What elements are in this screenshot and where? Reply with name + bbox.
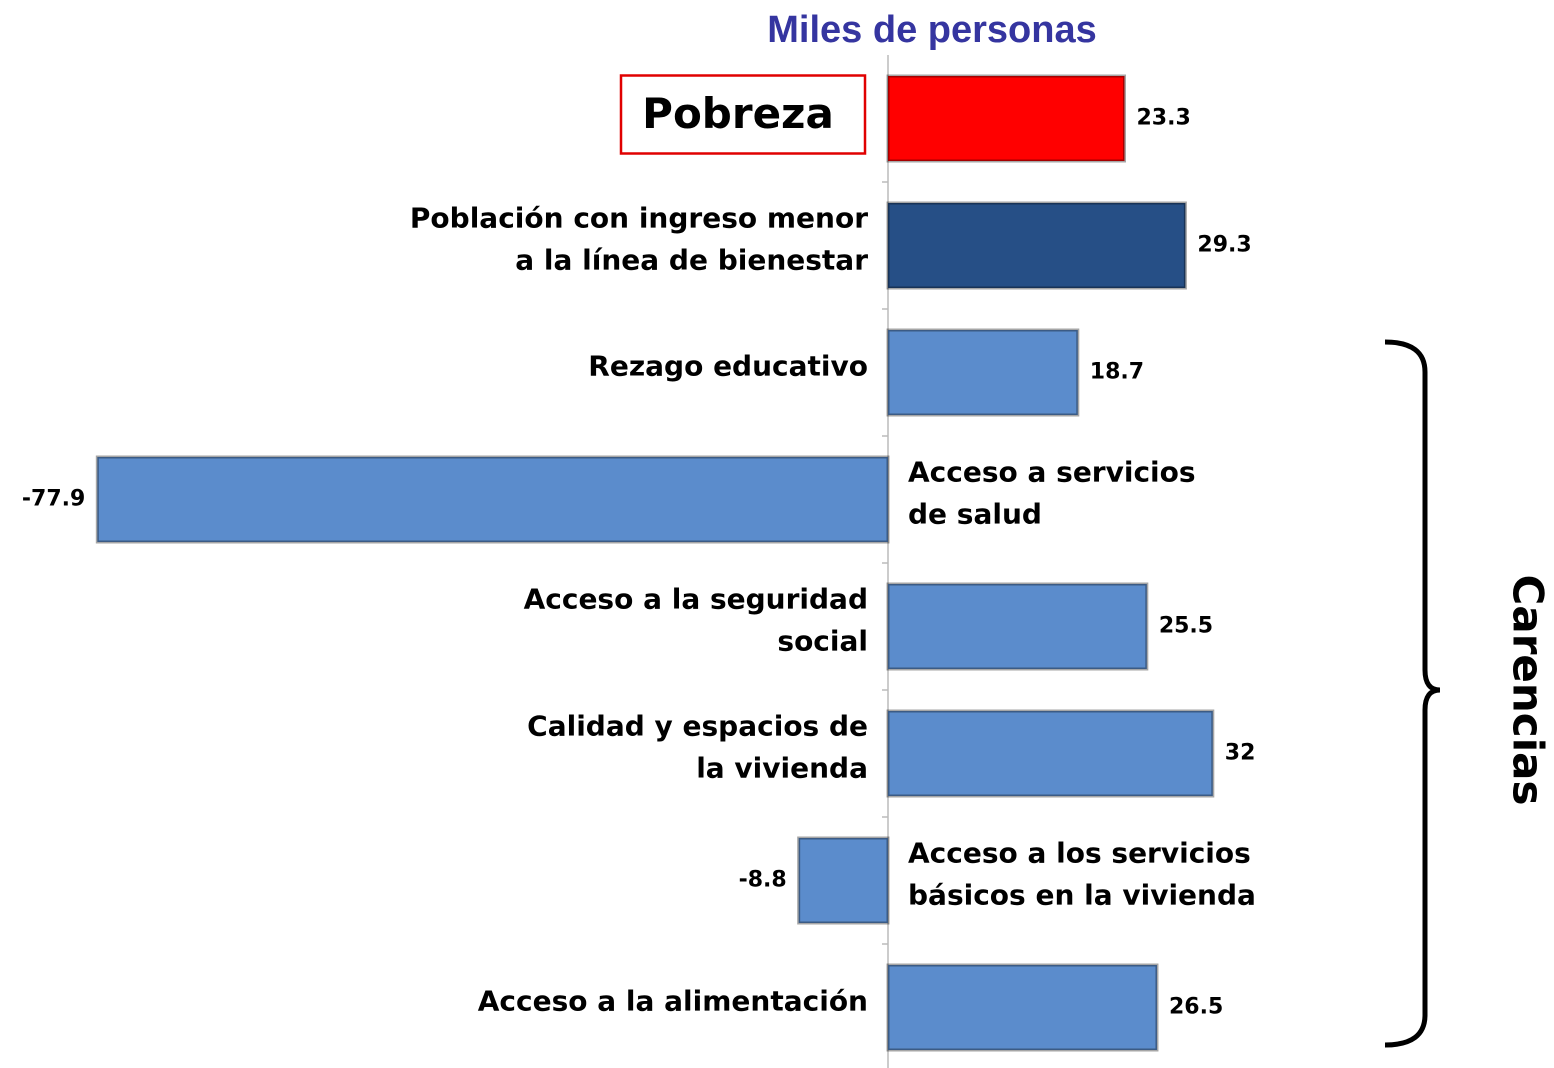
category-label: Rezago educativo	[588, 350, 868, 383]
bar	[886, 328, 1080, 417]
category-label: a la línea de bienestar	[515, 244, 868, 277]
value-label: 18.7	[1090, 360, 1144, 385]
category-label: Calidad y espacios de	[527, 710, 868, 743]
category-label: básicos en la vivienda	[908, 879, 1256, 912]
value-label: 29.3	[1197, 233, 1251, 258]
brace	[1384, 339, 1441, 1048]
value-label: 26.5	[1169, 995, 1223, 1020]
value-label: 23.3	[1136, 106, 1190, 131]
category-label: la vivienda	[696, 752, 868, 785]
value-label: -77.9	[22, 487, 85, 512]
bar	[886, 709, 1215, 798]
bar	[886, 582, 1149, 671]
highlight-box	[619, 74, 867, 155]
category-label: Acceso a servicios	[908, 456, 1196, 489]
bar	[886, 963, 1159, 1052]
category-label: Acceso a los servicios	[908, 837, 1251, 870]
category-label: Pobreza	[642, 89, 834, 138]
category-label: Acceso a la seguridad	[524, 583, 868, 616]
bar	[95, 455, 890, 544]
bar	[886, 74, 1126, 163]
value-label: -8.8	[739, 868, 787, 893]
category-label: social	[777, 625, 868, 658]
category-label: Acceso a la alimentación	[478, 985, 868, 1018]
value-label: 32	[1225, 741, 1256, 766]
bar	[886, 201, 1187, 290]
bar	[797, 836, 890, 925]
value-label: 25.5	[1159, 614, 1213, 639]
category-label: de salud	[908, 498, 1042, 531]
annotation: Carencias	[1504, 575, 1553, 806]
chart-title: Miles de personas	[767, 9, 1096, 51]
category-label: Población con ingreso menor	[410, 202, 868, 235]
